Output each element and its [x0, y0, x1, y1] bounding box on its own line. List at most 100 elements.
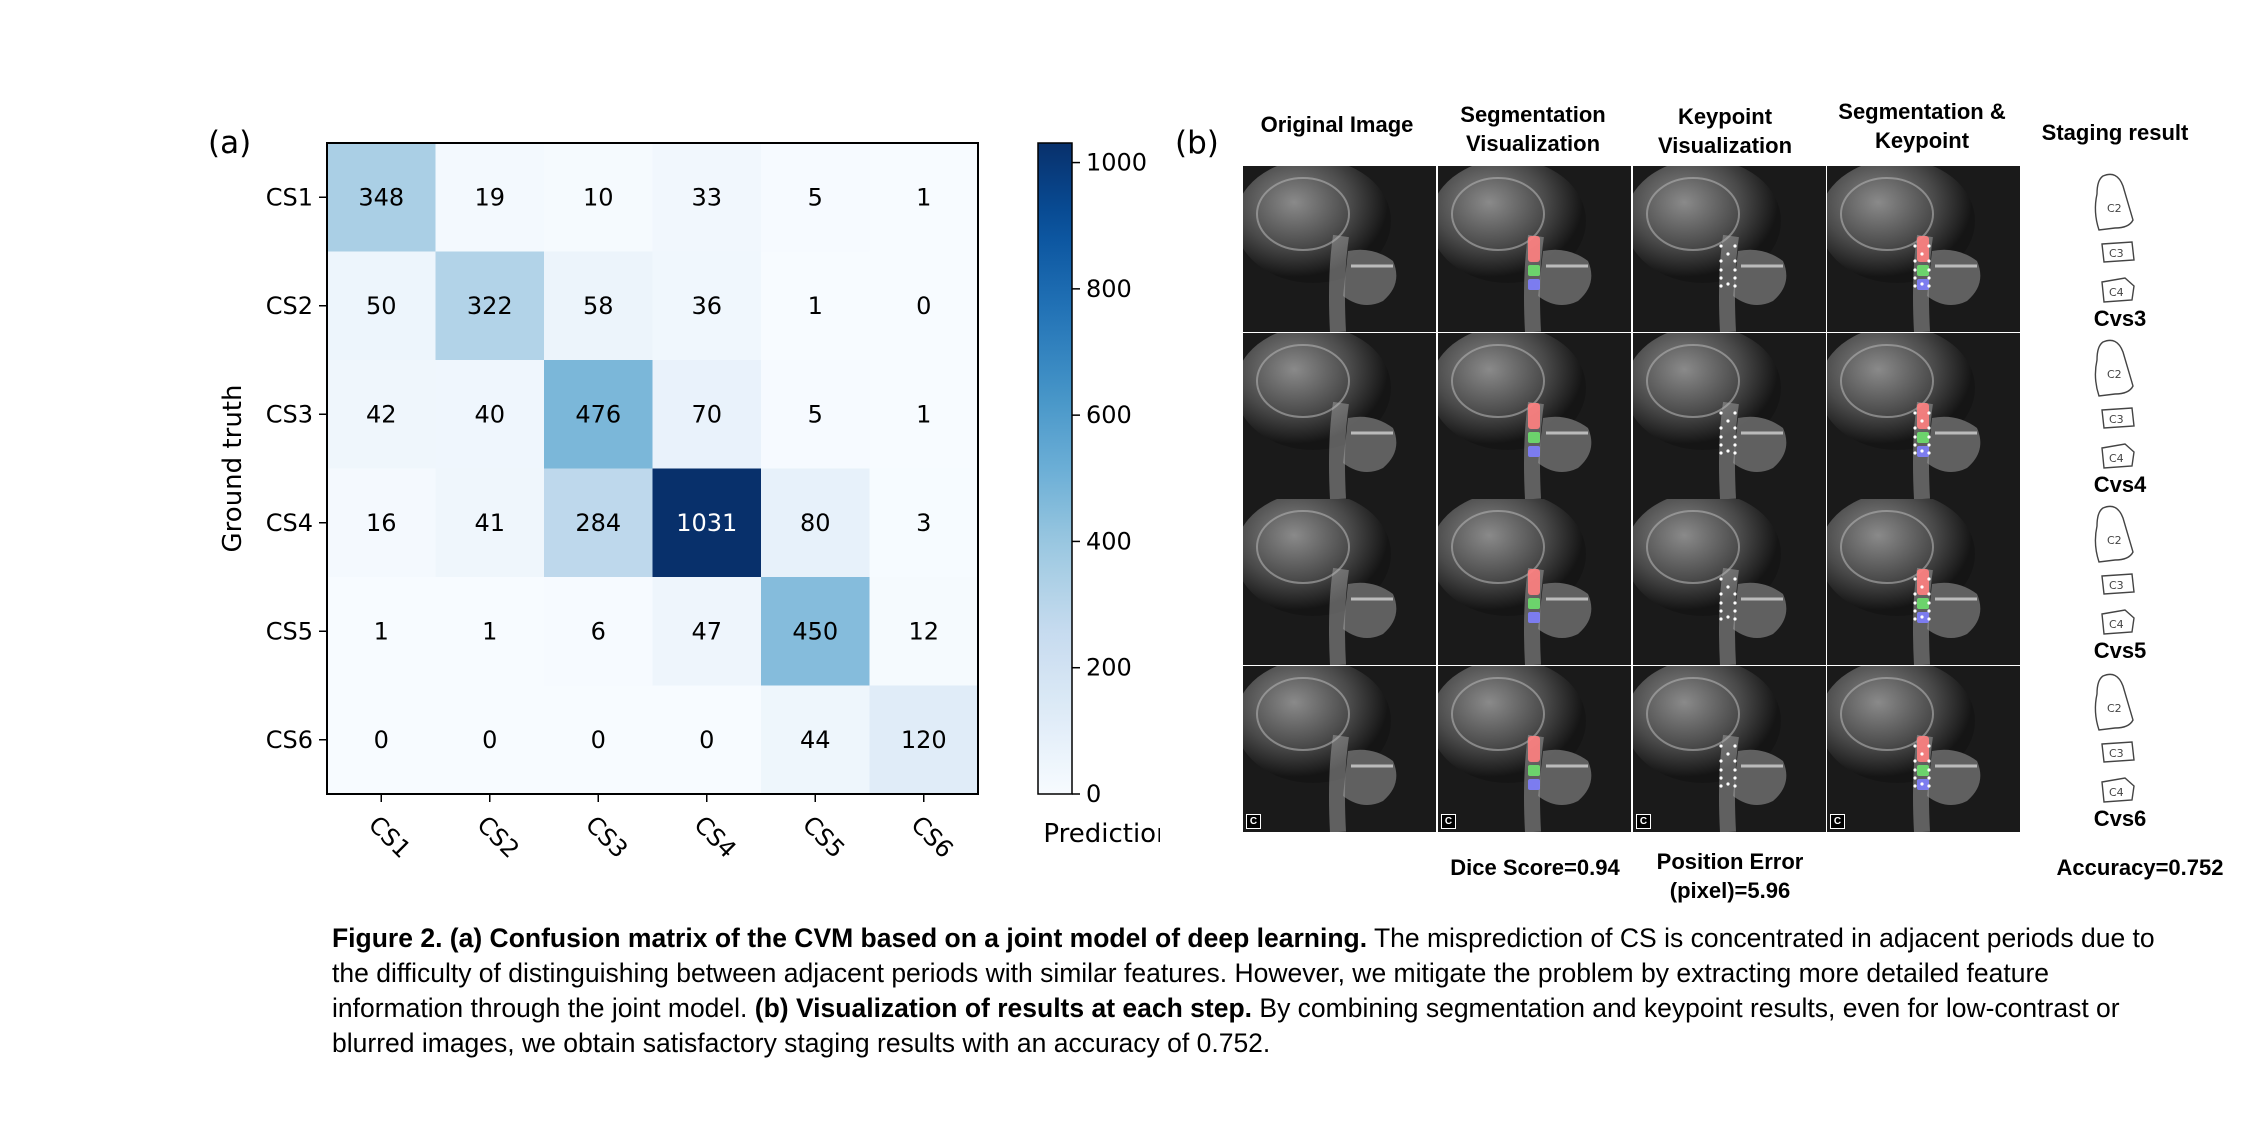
xray-original-row-2: [1243, 333, 1436, 499]
corner-mark: C: [1246, 814, 1261, 829]
matrix-cell: [652, 360, 762, 469]
stage-label-cvs5: Cvs5: [2093, 638, 2147, 663]
header-line: Visualization: [1465, 131, 1601, 156]
svg-text:C4: C4: [2109, 452, 2124, 465]
matrix-cell: [869, 468, 979, 578]
xray-seg-keypoint-row-2: [1827, 333, 2020, 499]
matrix-cell: [652, 251, 762, 361]
colorbar: [1037, 142, 1073, 795]
colorbar-tick-label: 800: [1086, 275, 1132, 303]
stage-label-cvs3: Cvs3: [2093, 306, 2147, 331]
cell-value: 0: [482, 726, 497, 754]
cell-value: 1: [482, 617, 497, 645]
matrix-cell: [761, 143, 870, 252]
matrix-cell: [435, 251, 545, 361]
y-tick-label: CS6: [266, 726, 313, 754]
position-error-line2: (pixel)=5.96: [1669, 878, 1791, 903]
matrix-cell: [327, 143, 436, 252]
cell-value: 40: [474, 400, 505, 428]
position-error: Position Error (pixel)=5.96: [1625, 847, 1835, 905]
x-tick-label: CS3: [580, 810, 633, 863]
header-line: Staging result: [2041, 120, 2189, 145]
x-axis-label: Prediction: [1043, 819, 1160, 849]
xray-keypoint-row-2: [1633, 333, 1826, 499]
cell-value: 36: [691, 292, 722, 320]
stage-label-cvs6: Cvs6: [2093, 806, 2147, 831]
panel-b-label: (b): [1175, 125, 1219, 161]
matrix-cell: [869, 360, 979, 469]
xray-segmentation-row-3: [1438, 499, 1631, 665]
xray-original-row-3: [1243, 499, 1436, 665]
svg-text:C3: C3: [2109, 579, 2124, 592]
svg-text:C3: C3: [2109, 413, 2124, 426]
corner-mark: C: [1830, 814, 1845, 829]
matrix-cell: [652, 577, 762, 686]
xray-keypoint-row-3: [1633, 499, 1826, 665]
column-header-keypoint: Keypoint Visualization: [1630, 102, 1820, 160]
caption-bold-a: Figure 2. (a) Confusion matrix of the CV…: [332, 923, 1368, 953]
matrix-cell: [327, 360, 436, 469]
caption-bold-b: (b) Visualization of results at each ste…: [754, 993, 1253, 1023]
matrix-cell: [869, 251, 979, 361]
colorbar-tick-label: 400: [1086, 527, 1132, 555]
cell-value: 120: [901, 726, 947, 754]
svg-text:C4: C4: [2109, 618, 2124, 631]
y-tick-label: CS4: [266, 509, 313, 537]
cell-value: 5: [808, 400, 823, 428]
cell-value: 42: [366, 400, 397, 428]
cell-value: 10: [583, 183, 614, 211]
xray-keypoint-row-1: [1633, 166, 1826, 332]
matrix-cell: [761, 360, 870, 469]
matrix-cell: [652, 685, 762, 795]
confusion-matrix-chart: 348 19 10 33 5 150 322 58 36 1 042 40 476 70 5 116 41 284…: [218, 142, 1160, 864]
xray-segmentation-row-1: [1438, 166, 1631, 332]
cell-value: 1: [374, 617, 389, 645]
cell-value: 1: [916, 400, 931, 428]
y-tick-label: CS1: [266, 183, 313, 211]
matrix-cell: [435, 685, 545, 795]
svg-text:C2: C2: [2107, 202, 2122, 215]
cell-value: 58: [583, 292, 614, 320]
y-axis-label: Ground truth: [218, 385, 248, 553]
position-error-line1: Position Error: [1656, 849, 1804, 874]
matrix-cell: [544, 143, 653, 252]
cell-value: 0: [699, 726, 714, 754]
x-tick-label: CS6: [906, 810, 959, 863]
stage-label-cvs4: Cvs4: [2093, 472, 2147, 497]
corner-mark: C: [1636, 814, 1651, 829]
svg-text:C2: C2: [2107, 534, 2122, 547]
colorbar-tick-label: 600: [1086, 401, 1132, 429]
cell-value: 322: [467, 292, 513, 320]
cell-value: 450: [792, 617, 838, 645]
matrix-cell: [327, 468, 436, 578]
xray-keypoint-row-4: C: [1633, 666, 1826, 832]
matrix-cell: [544, 468, 653, 578]
svg-text:C2: C2: [2107, 368, 2122, 381]
xray-seg-keypoint-row-1: [1827, 166, 2020, 332]
matrix-cell: [652, 143, 762, 252]
xray-original-row-1: [1243, 166, 1436, 332]
matrix-cell: [869, 143, 979, 252]
cell-value: 6: [591, 617, 606, 645]
cell-value: 47: [691, 617, 722, 645]
matrix-cell: [435, 468, 545, 578]
x-tick-label: CS5: [797, 810, 850, 863]
colorbar-tick-label: 1000: [1086, 149, 1147, 177]
cell-value: 16: [366, 509, 397, 537]
svg-text:C4: C4: [2109, 786, 2124, 799]
cell-value: 44: [800, 726, 831, 754]
xray-seg-keypoint-row-3: [1827, 499, 2020, 665]
matrix-cell: [327, 577, 436, 686]
cell-value: 50: [366, 292, 397, 320]
header-line: Visualization: [1657, 133, 1793, 158]
matrix-cell: [761, 468, 870, 578]
header-line: Segmentation: [1460, 102, 1606, 127]
panel-a-label: (a): [208, 125, 252, 161]
xray-segmentation-row-2: [1438, 333, 1631, 499]
header-line: Keypoint: [1874, 128, 1970, 153]
cell-value: 33: [691, 183, 722, 211]
header-line: Keypoint: [1677, 104, 1773, 129]
xray-seg-keypoint-row-4: C: [1827, 666, 2020, 832]
matrix-cell: [435, 360, 545, 469]
x-tick-label: CS4: [689, 810, 742, 863]
